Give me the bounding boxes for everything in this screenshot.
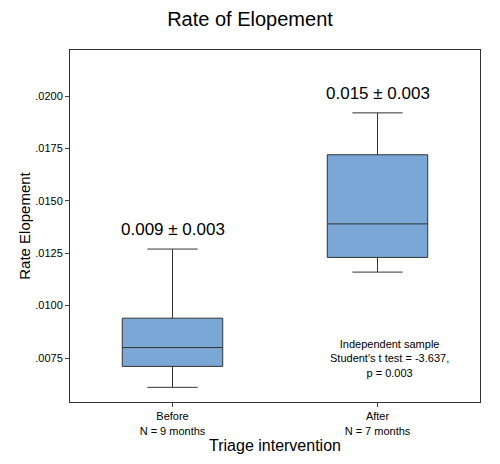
- svg-text:.0125: .0125: [35, 247, 63, 259]
- svg-text:BeforeN = 9 months: BeforeN = 9 months: [140, 410, 206, 436]
- svg-text:0.015 ± 0.003: 0.015 ± 0.003: [326, 84, 430, 103]
- svg-text:.0150: .0150: [35, 195, 63, 207]
- svg-text:.0175: .0175: [35, 142, 63, 154]
- svg-text:.0200: .0200: [35, 90, 63, 102]
- svg-text:.0075: .0075: [35, 352, 63, 364]
- svg-text:.0100: .0100: [35, 299, 63, 311]
- svg-text:Rate of Elopement: Rate of Elopement: [167, 8, 333, 30]
- svg-text:AfterN = 7 months: AfterN = 7 months: [345, 410, 411, 436]
- svg-text:Independent sampleStudent's t: Independent sampleStudent's t test = -3.…: [330, 338, 449, 379]
- svg-text:Rate Elopement: Rate Elopement: [16, 171, 33, 279]
- svg-text:0.009 ± 0.003: 0.009 ± 0.003: [121, 220, 225, 239]
- svg-text:Triage intervention: Triage intervention: [209, 437, 341, 454]
